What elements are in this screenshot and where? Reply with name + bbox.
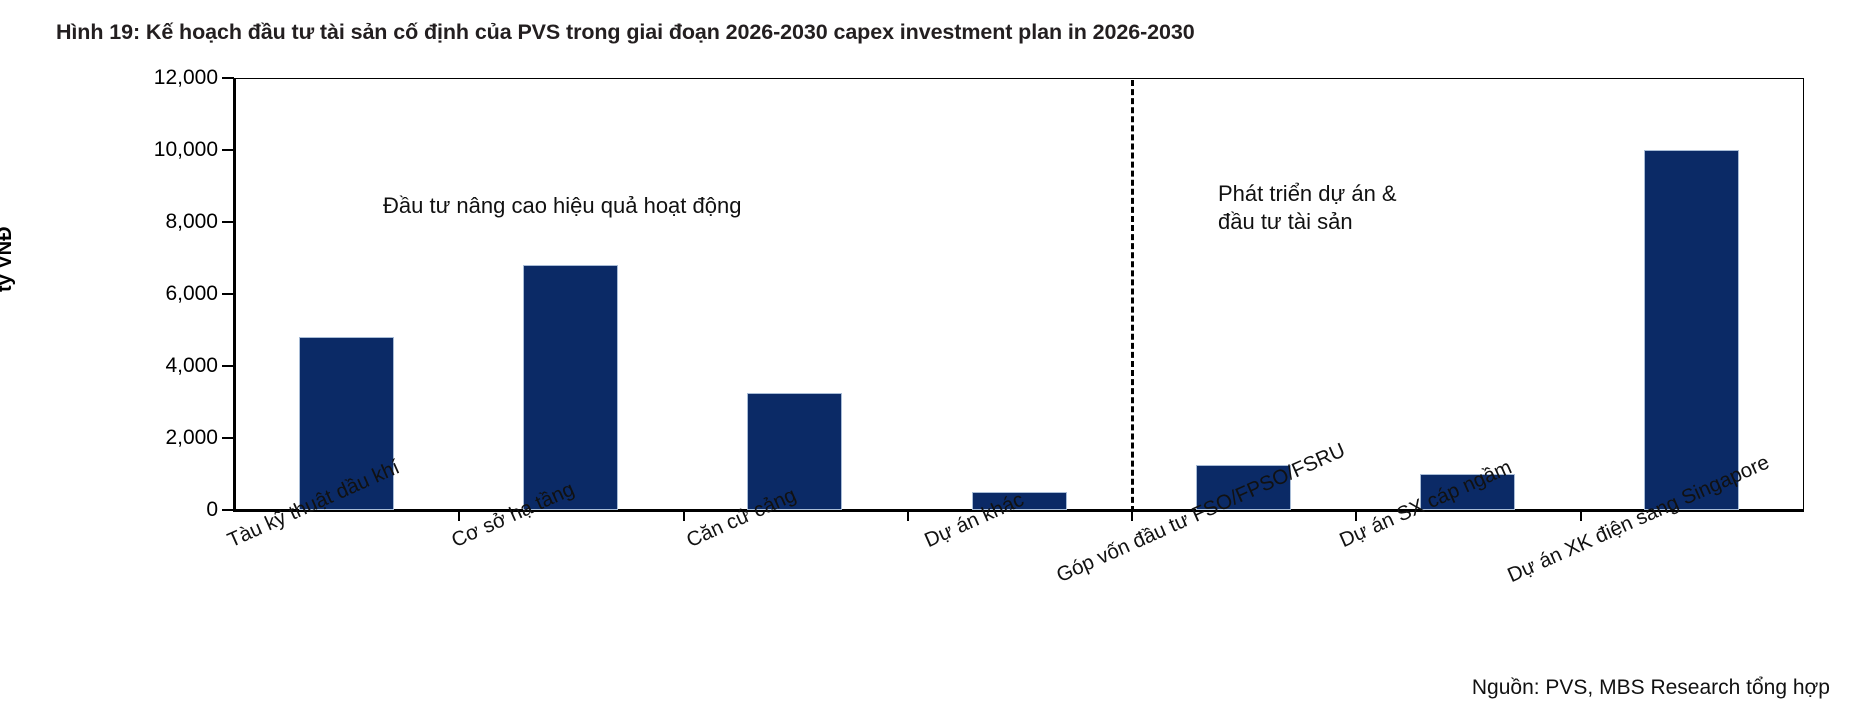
x-axis-tick-mark bbox=[906, 510, 909, 521]
y-axis-tick-label: 8,000 bbox=[165, 210, 218, 233]
y-axis-tick-label: 12,000 bbox=[153, 66, 218, 89]
y-axis-tick-label: 2,000 bbox=[165, 426, 218, 449]
x-axis-category-label: Căn cứ cảng bbox=[682, 483, 800, 553]
page-title: Hình 19: Kế hoạch đầu tư tài sản cố định… bbox=[56, 20, 1195, 44]
bars-layer bbox=[234, 78, 1804, 510]
source-note: Nguồn: PVS, MBS Research tổng hợp bbox=[1471, 676, 1830, 699]
y-axis-tick-label: 10,000 bbox=[153, 138, 218, 161]
x-axis-category-label: Cơ sở hạ tầng bbox=[448, 477, 579, 553]
annotation-left-group: Đầu tư nâng cao hiệu quả hoạt động bbox=[383, 193, 742, 218]
bar bbox=[971, 492, 1067, 510]
x-axis-category-label: Dự án XK điện sang Singapore bbox=[1503, 450, 1773, 588]
y-axis-tick-label: 6,000 bbox=[165, 282, 218, 305]
y-axis-tick-mark bbox=[222, 149, 234, 151]
x-axis-category-label: Tàu kỹ thuật dầu khí bbox=[224, 455, 404, 553]
x-axis-tick-mark bbox=[1355, 510, 1358, 521]
y-axis-tick-label: 0 bbox=[206, 498, 218, 521]
x-axis-tick-mark bbox=[458, 510, 461, 521]
bar bbox=[298, 337, 394, 510]
bar bbox=[1420, 474, 1516, 510]
y-axis-tick-mark bbox=[222, 77, 234, 79]
y-axis-tick-mark bbox=[222, 221, 234, 223]
annotation-right-group: Phát triển dự án & đầu tư tài sản bbox=[1218, 181, 1397, 235]
y-axis-tick-label: 4,000 bbox=[165, 354, 218, 377]
x-axis-category-label: Dự án khác bbox=[921, 487, 1028, 553]
y-axis-line bbox=[233, 78, 236, 512]
x-axis-line bbox=[234, 509, 1804, 512]
x-axis-category-label: Dự án SX cáp ngầm bbox=[1335, 455, 1515, 553]
y-axis-tick-mark bbox=[222, 365, 234, 367]
y-axis-tick-mark bbox=[222, 509, 234, 511]
group-divider-line bbox=[1131, 80, 1135, 512]
bar bbox=[747, 393, 843, 510]
bar bbox=[1195, 465, 1291, 510]
bar bbox=[522, 265, 618, 510]
x-axis-tick-mark bbox=[682, 510, 685, 521]
y-axis-tick-mark bbox=[222, 437, 234, 439]
bar bbox=[1644, 150, 1740, 510]
plot-frame bbox=[234, 78, 1804, 510]
y-axis-tick-labels: 0 2,000 4,000 6,000 8,000 10,000 12,000 bbox=[96, 0, 218, 728]
y-axis-tick-mark bbox=[222, 293, 234, 295]
x-axis-tick-mark bbox=[1579, 510, 1582, 521]
x-axis-tick-mark bbox=[1131, 510, 1134, 521]
x-axis-category-label: Góp vốn đầu tư FSO/FPSO/FSRU bbox=[1053, 438, 1349, 588]
